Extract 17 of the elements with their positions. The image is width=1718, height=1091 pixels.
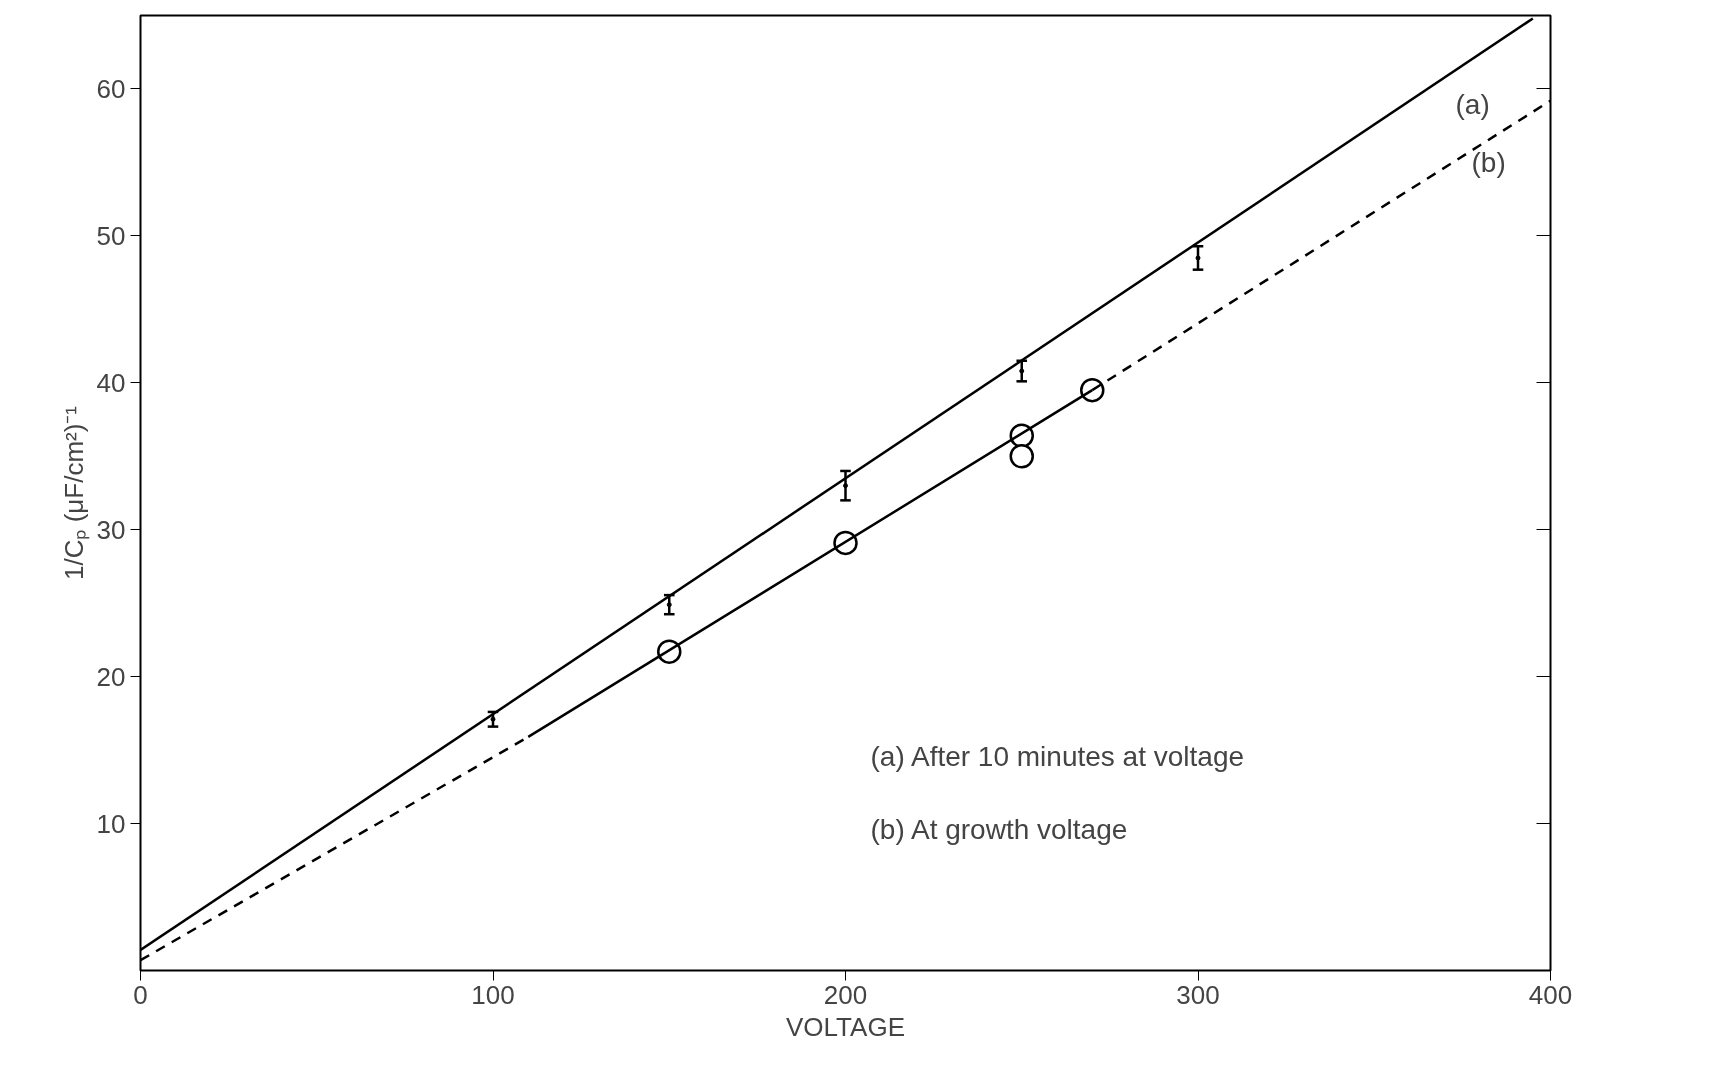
y-tick-label: 20 xyxy=(96,661,126,692)
x-tick-label: 400 xyxy=(1528,979,1573,1010)
y-tick-label: 10 xyxy=(96,808,126,839)
annotation: (b) xyxy=(1471,147,1506,178)
x-tick-label: 200 xyxy=(823,979,868,1010)
annotation: (a) After 10 minutes at voltage xyxy=(870,741,1245,772)
annotation: (b) At growth voltage xyxy=(870,814,1128,845)
y-tick-label: 60 xyxy=(96,73,126,104)
x-axis-title: VOLTAGE xyxy=(786,1011,905,1042)
x-tick-label: 0 xyxy=(133,979,148,1010)
y-tick-label: 50 xyxy=(96,220,126,251)
x-tick-label: 300 xyxy=(1176,979,1220,1010)
y-axis-title: 1/Cₚ (μF/cm²)⁻¹ xyxy=(58,405,90,581)
y-tick-label: 30 xyxy=(96,514,126,545)
y-tick-label: 40 xyxy=(96,367,126,398)
x-tick-label: 100 xyxy=(471,979,515,1010)
annotation: (a) xyxy=(1455,89,1490,120)
